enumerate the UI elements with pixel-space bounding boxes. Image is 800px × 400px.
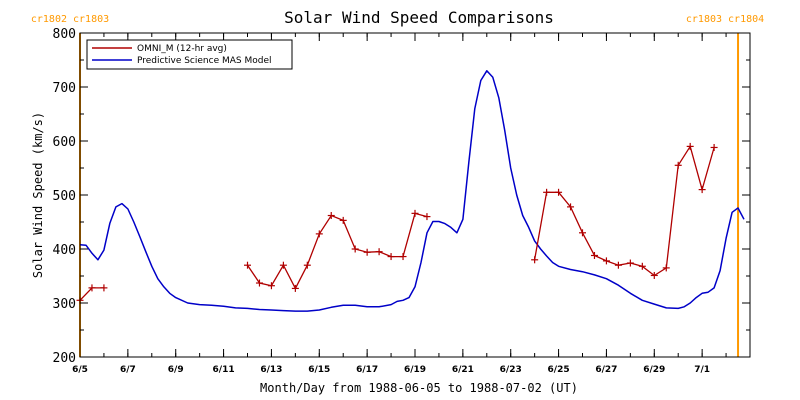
- omni-point: [315, 230, 323, 238]
- omni-series: [76, 142, 718, 304]
- carrington-labels: cr1802 cr1803 cr1803 cr1804: [31, 14, 764, 25]
- legend-label-omni: OMNI_M (12-hr avg): [137, 44, 227, 54]
- x-tick-label: 6/5: [72, 365, 88, 375]
- y-tick-label: 300: [53, 297, 76, 312]
- y-tick-label: 600: [53, 135, 76, 150]
- omni-point: [614, 261, 622, 269]
- omni-point: [674, 161, 682, 169]
- x-axis: 6/5 6/7 6/9 6/11 6/13 6/15 6/17 6/19 6/21 6/23 6/2…: [72, 33, 751, 375]
- omni-point: [411, 209, 419, 217]
- omni-point: [602, 257, 610, 265]
- x-tick-label: 6/27: [595, 365, 617, 375]
- omni-point: [255, 279, 263, 287]
- omni-point: [650, 271, 658, 279]
- x-axis-label: Month/Day from 1988-06-05 to 1988-07-02 …: [260, 381, 578, 395]
- x-tick-label: 6/19: [404, 365, 426, 375]
- y-axis-label: Solar Wind Speed (km/s): [31, 112, 45, 278]
- omni-point: [399, 253, 407, 261]
- omni-segment: [246, 212, 428, 290]
- omni-segment: [533, 144, 715, 277]
- omni-point: [590, 251, 598, 259]
- x-tick-label: 6/9: [168, 365, 184, 375]
- carrington-label: cr1802 cr1803: [31, 14, 109, 25]
- omni-point: [351, 245, 359, 253]
- model-series: [79, 70, 745, 312]
- omni-point: [555, 188, 563, 196]
- omni-point: [291, 284, 299, 292]
- omni-point: [686, 142, 694, 150]
- omni-point: [638, 262, 646, 270]
- y-tick-label: 200: [53, 351, 76, 366]
- x-tick-label: 6/23: [500, 365, 522, 375]
- omni-point: [363, 248, 371, 256]
- plot-frame: [79, 32, 751, 358]
- omni-point: [279, 261, 287, 269]
- legend-box: [86, 39, 293, 70]
- x-tick-label: 6/29: [643, 365, 665, 375]
- omni-point: [100, 284, 108, 292]
- x-tick-label: 6/21: [452, 365, 474, 375]
- omni-point: [423, 213, 431, 221]
- omni-point: [698, 186, 706, 194]
- omni-point: [579, 229, 586, 237]
- omni-point: [339, 216, 347, 224]
- omni-point: [543, 188, 551, 196]
- x-tick-label: 6/17: [356, 365, 378, 375]
- omni-point: [626, 259, 634, 267]
- y-axis: 200 300 400 500 600 700 800: [53, 27, 750, 366]
- x-tick-label: 6/25: [548, 365, 570, 375]
- legend-label-model: Predictive Science MAS Model: [137, 56, 272, 66]
- x-tick-label: 6/7: [120, 365, 136, 375]
- omni-point: [567, 203, 575, 211]
- omni-point: [327, 212, 335, 220]
- model-line: [79, 70, 745, 312]
- omni-point: [375, 248, 383, 256]
- omni-point: [710, 143, 718, 151]
- omni-point: [531, 256, 539, 264]
- omni-point: [88, 284, 96, 292]
- x-tick-label: 7/1: [694, 365, 710, 375]
- y-tick-label: 800: [53, 27, 76, 42]
- y-tick-label: 700: [53, 81, 76, 96]
- omni-point: [244, 261, 251, 269]
- legend: OMNI_M (12-hr avg) Predictive Science MA…: [86, 39, 293, 70]
- omni-point: [303, 261, 311, 269]
- y-tick-label: 500: [53, 189, 76, 204]
- omni-point: [267, 282, 275, 290]
- x-tick-label: 6/11: [213, 365, 235, 375]
- x-tick-label: 6/13: [260, 365, 282, 375]
- carrington-marker-lines: [79, 33, 740, 357]
- omni-point: [662, 264, 670, 272]
- y-tick-label: 400: [53, 243, 76, 258]
- chart-title: Solar Wind Speed Comparisons: [284, 8, 554, 27]
- omni-point: [387, 253, 395, 261]
- carrington-label: cr1803 cr1804: [686, 14, 764, 25]
- x-tick-label: 6/15: [308, 365, 330, 375]
